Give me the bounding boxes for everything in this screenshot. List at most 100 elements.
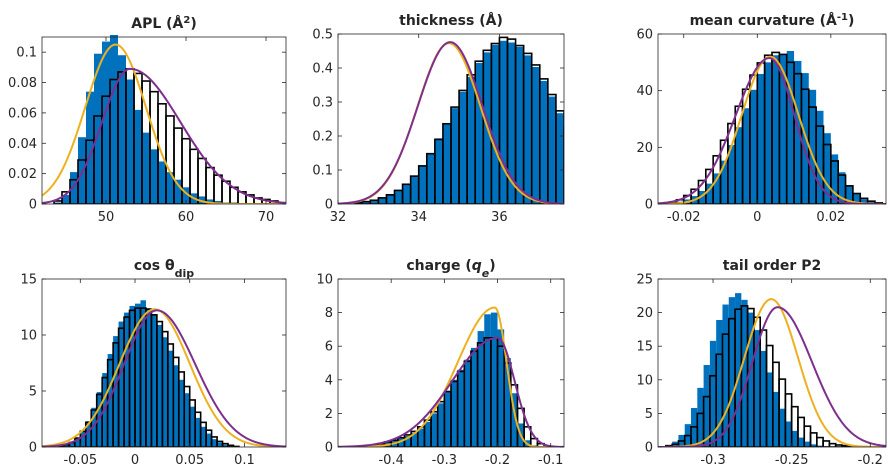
subplot-1: 0 0.02 0.04 0.06 0.08 0.1 50 60 70 APL (Å2)	[8, 15, 287, 225]
y-tick-label: 20	[636, 141, 653, 156]
histogram-bar	[118, 321, 125, 447]
histogram-bar	[94, 53, 102, 204]
x-tick-label: -0.4	[378, 453, 403, 468]
histogram-bar	[182, 187, 190, 204]
y-tick-label: 0.1	[16, 46, 37, 61]
histogram-bar	[69, 442, 75, 447]
chart-title: APL (Å2)	[131, 15, 197, 33]
histogram-bar	[174, 179, 182, 204]
histogram-bar	[735, 127, 743, 204]
x-tick-label: -0.3	[432, 453, 457, 468]
histogram-bar	[362, 201, 371, 204]
histogram-bar	[402, 184, 411, 204]
histogram-bar	[816, 110, 824, 204]
y-tick-label: 0	[325, 198, 333, 213]
histogram-bar	[464, 359, 471, 447]
histogram-bar	[142, 132, 150, 204]
subplot-4: 0 5 10 15 -0.05 0 0.05 0.1 cos θdip	[20, 258, 287, 468]
y-tick-label: 5	[645, 407, 653, 422]
fit-curve	[658, 57, 886, 204]
plot-area	[658, 51, 886, 204]
histogram-bar	[451, 108, 460, 204]
subplot-2: 0 0.1 0.2 0.3 0.4 0.5 32 34 36 thickness (Å)	[312, 12, 645, 225]
histogram-bar	[786, 51, 795, 204]
histogram-bar	[394, 190, 403, 204]
fit-curve	[658, 55, 886, 204]
title-part: -1	[837, 12, 848, 23]
histogram-bar	[629, 200, 637, 204]
subplot-3: 0 20 40 60 -0.02 0 0.02 mean curvature (Å-1)	[636, 12, 887, 225]
histogram-bar	[135, 303, 141, 447]
histogram-bar	[727, 145, 736, 204]
histogram-bar	[523, 55, 532, 204]
fit-curve	[338, 41, 564, 204]
histogram-bar	[444, 391, 451, 447]
histogram-bar	[426, 153, 435, 204]
axes-box	[337, 278, 565, 448]
histogram-bar	[80, 431, 86, 447]
histogram-bar	[580, 158, 588, 204]
x-tick-label: -0.1	[538, 453, 563, 468]
histogram-bar	[531, 66, 540, 204]
histogram-bar	[86, 91, 94, 204]
outline-bar	[588, 168, 596, 204]
plot-area	[42, 35, 286, 204]
y-tick-label: 10	[316, 273, 333, 288]
histogram-bar	[612, 192, 620, 204]
y-tick-label: 0.2	[312, 130, 333, 145]
y-tick-label: 10	[636, 373, 653, 388]
histogram-bar	[749, 89, 758, 204]
title-part: APL (Å	[131, 15, 183, 32]
histogram-bar	[195, 417, 201, 447]
histogram-bar	[129, 305, 136, 447]
histogram-bar	[431, 413, 438, 447]
histogram-bar	[547, 96, 556, 204]
histogram-bar	[637, 201, 645, 204]
histogram-bar	[713, 173, 721, 204]
histogram-bar	[604, 187, 612, 204]
y-tick-label: 0	[29, 198, 37, 213]
histogram-bar	[162, 337, 168, 447]
y-tick-label: 0.1	[312, 164, 333, 179]
histogram-bar	[404, 436, 412, 447]
y-tick-label: 2	[325, 407, 333, 422]
title-part: )	[848, 13, 854, 29]
histogram-bar	[370, 199, 379, 204]
title-part: dip	[175, 267, 195, 280]
histogram-bar	[110, 35, 118, 204]
histogram-bar	[124, 312, 130, 447]
y-tick-label: 5	[29, 385, 37, 400]
histogram-bar	[156, 324, 163, 447]
histogram-bar	[804, 441, 811, 447]
chart-title: mean curvature (Å-1)	[690, 12, 855, 30]
histogram-bar	[211, 439, 218, 447]
x-tick-label: -0.2	[858, 453, 883, 468]
x-tick-label: 50	[98, 210, 115, 225]
histogram-bar	[555, 113, 564, 204]
histogram-bar	[78, 137, 86, 204]
y-tick-label: 25	[636, 273, 653, 288]
x-tick-label: -0.02	[667, 210, 701, 225]
chart-title: cos θdip	[134, 258, 194, 280]
x-tick-label: -0.05	[63, 453, 97, 468]
histogram-bar	[173, 365, 179, 447]
histogram-bar	[484, 314, 491, 447]
histogram-bar	[791, 430, 798, 447]
chart-title: thickness (Å)	[399, 12, 503, 29]
y-tick-label: 0	[325, 441, 333, 456]
histogram-bar	[779, 408, 786, 447]
histogram-bar	[96, 392, 103, 447]
histogram-bar	[572, 144, 580, 204]
histogram-bar	[167, 350, 174, 447]
histogram-bar	[491, 44, 500, 204]
x-tick-label: 0.02	[816, 210, 845, 225]
outline-bar	[213, 174, 223, 204]
histogram-bar	[467, 76, 476, 204]
histogram-bar	[716, 319, 723, 447]
histogram-bar	[499, 40, 508, 204]
title-part: thickness (Å)	[399, 12, 503, 29]
histogram-bar	[477, 331, 485, 447]
histogram-bar	[507, 42, 516, 204]
histogram-bar	[459, 91, 468, 204]
outline-bar	[563, 126, 564, 204]
